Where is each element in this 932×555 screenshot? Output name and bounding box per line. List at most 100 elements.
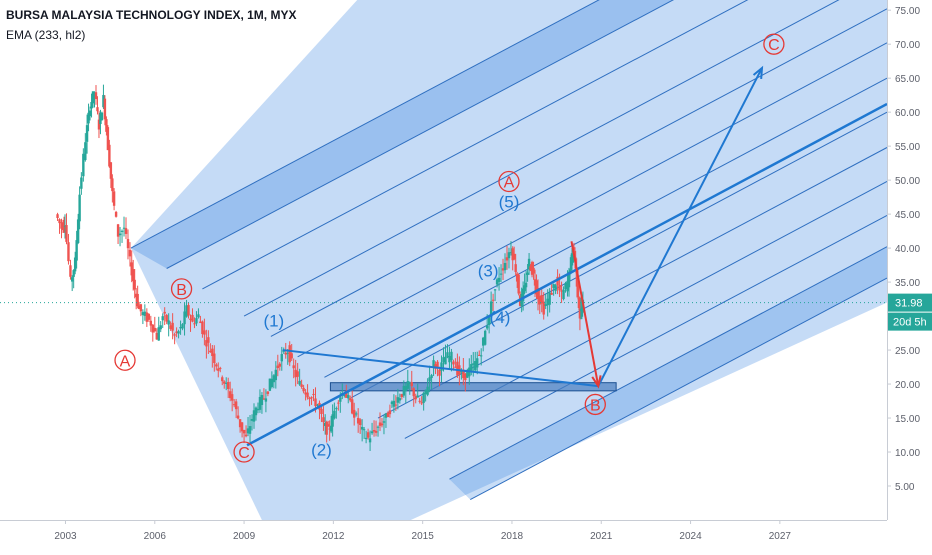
- candle-body: [564, 283, 567, 290]
- candle-body: [60, 222, 63, 229]
- candle-body: [578, 308, 582, 319]
- candle-body: [430, 375, 433, 379]
- candle-body: [558, 284, 561, 291]
- candle-body: [546, 298, 549, 306]
- y-tick-label: 15.00: [895, 414, 920, 425]
- candle-body: [466, 369, 469, 378]
- candle-body: [566, 280, 569, 292]
- candle-body: [422, 392, 425, 403]
- candle-body: [326, 424, 330, 427]
- candle-body: [562, 289, 565, 300]
- candle-body: [376, 426, 380, 428]
- candle-body: [454, 366, 457, 368]
- candle-body: [136, 293, 139, 307]
- candle-body: [122, 227, 126, 229]
- candle-body: [141, 312, 145, 315]
- candle-body: [67, 242, 70, 262]
- circle-label: B: [176, 282, 187, 299]
- candle-body: [328, 428, 331, 430]
- x-tick-label: 2003: [54, 531, 77, 542]
- candle-body: [199, 321, 202, 324]
- candle-body: [536, 288, 540, 300]
- candle-body: [370, 431, 374, 434]
- candle-body: [103, 98, 107, 120]
- candle-body: [108, 144, 111, 167]
- candle-body: [382, 421, 386, 423]
- candle-body: [550, 293, 553, 295]
- candle-body: [114, 211, 118, 217]
- channel-line: [166, 0, 675, 269]
- candle-body: [244, 434, 248, 437]
- candle-body: [169, 325, 172, 330]
- x-tick-label: 2024: [679, 531, 702, 542]
- candle-body: [314, 398, 317, 407]
- candle-body: [157, 327, 160, 341]
- candle-body: [420, 402, 423, 404]
- candle-body: [434, 364, 437, 369]
- candle-body: [474, 361, 477, 371]
- candle-body: [485, 325, 489, 329]
- x-tick-label: 2015: [412, 531, 435, 542]
- channel-outer-band-top: [131, 0, 673, 269]
- candle-body: [300, 384, 303, 387]
- candle-body: [236, 415, 240, 419]
- candle-body: [80, 177, 83, 189]
- candle-body: [189, 318, 192, 320]
- candle-body: [527, 258, 531, 269]
- candle-body: [69, 265, 72, 277]
- x-axis-bg: [0, 520, 932, 550]
- candle-body: [61, 226, 65, 231]
- wave-label: (5): [499, 192, 520, 211]
- candle-body: [529, 266, 532, 271]
- candle-body: [577, 298, 581, 309]
- candle-body: [203, 330, 206, 335]
- candle-body: [137, 305, 141, 309]
- channel-line: [449, 246, 887, 480]
- candle-body: [495, 279, 499, 285]
- candle-body: [173, 334, 176, 336]
- candle-body: [260, 395, 264, 406]
- y-tick-label: 65.00: [895, 74, 920, 85]
- candle-body: [221, 377, 224, 382]
- circle-label: C: [238, 445, 250, 462]
- candle-body: [238, 419, 242, 428]
- price-box: [888, 293, 932, 312]
- candle-body: [530, 262, 534, 275]
- candle-body: [223, 381, 226, 384]
- chart-title: BURSA MALAYSIA TECHNOLOGY INDEX, 1M, MYX: [6, 8, 297, 22]
- candle-body: [175, 331, 178, 334]
- wave-label: (1): [263, 311, 284, 330]
- candle-body: [292, 365, 295, 369]
- x-tick-label: 2027: [769, 531, 792, 542]
- candle-body: [131, 269, 135, 282]
- candle-body: [337, 402, 340, 404]
- candle-body: [306, 392, 309, 398]
- candle-body: [274, 369, 278, 381]
- candle-body: [511, 248, 514, 261]
- candle-body: [358, 419, 362, 426]
- candle-body: [97, 119, 101, 130]
- candle-body: [440, 362, 443, 371]
- candle-body: [270, 378, 274, 388]
- candle-body: [378, 422, 382, 426]
- candle-body: [213, 353, 216, 364]
- candle-body: [552, 284, 555, 288]
- candle-body: [512, 253, 516, 260]
- candle-body: [351, 399, 354, 414]
- candle-body: [554, 285, 557, 291]
- candle-body: [201, 321, 204, 335]
- candle-body: [400, 394, 404, 398]
- channel-line: [202, 0, 749, 290]
- candle-body: [130, 262, 133, 276]
- candle-body: [197, 314, 200, 318]
- wave-label: (3): [478, 262, 499, 281]
- channel-line: [324, 77, 887, 378]
- candle-body: [472, 363, 475, 365]
- projection-up-line: [597, 67, 763, 387]
- channel-line: [270, 8, 887, 337]
- candle-body: [476, 358, 479, 368]
- candle-body: [87, 112, 90, 124]
- y-tick-label: 45.00: [895, 210, 920, 221]
- candle-body: [345, 391, 348, 398]
- candle-body: [535, 280, 538, 295]
